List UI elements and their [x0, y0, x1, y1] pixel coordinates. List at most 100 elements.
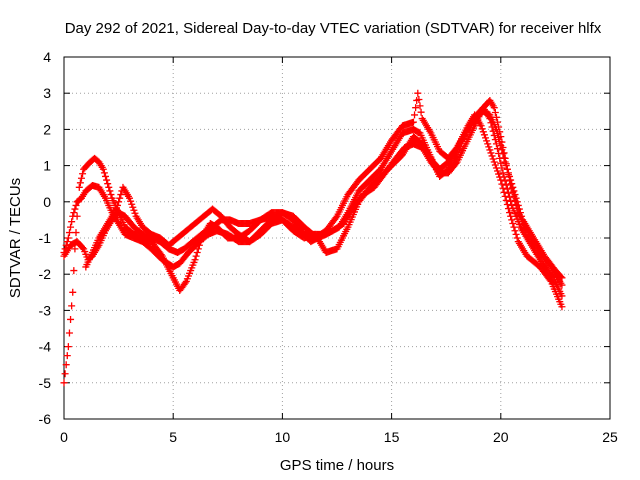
data-point-marker	[503, 201, 511, 209]
data-point-marker	[128, 200, 136, 208]
y-tick-label: 4	[43, 49, 51, 65]
data-point-marker	[67, 315, 75, 323]
y-tick-label: -3	[39, 302, 52, 318]
y-tick-labels: -6 -5 -4 -3 -2 -1 0 1 2 3 4	[39, 49, 52, 427]
data-point-marker	[497, 176, 505, 184]
data-point-marker	[71, 205, 79, 213]
data-point-marker	[499, 150, 507, 158]
data-point-marker	[503, 165, 511, 173]
data-point-marker	[510, 223, 518, 231]
x-tick-labels: 0 5 10 15 20 25	[60, 429, 618, 445]
data-point-marker	[508, 216, 516, 224]
data-point-marker	[504, 189, 512, 197]
data-point-marker	[506, 193, 514, 201]
data-point-marker	[500, 188, 508, 196]
data-point-marker	[486, 146, 494, 154]
data-point-marker	[491, 109, 499, 117]
data-point-marker	[491, 161, 499, 169]
data-point-marker	[501, 177, 509, 185]
data-point-marker	[117, 191, 125, 199]
data-point-marker	[63, 238, 71, 246]
data-point-marker	[483, 137, 491, 145]
data-point-marker	[512, 194, 520, 202]
data-point-marker	[62, 361, 70, 369]
data-point-marker	[79, 170, 87, 178]
data-point-marker	[412, 104, 420, 112]
y-tick-label: 2	[43, 121, 51, 137]
data-point-marker	[72, 201, 80, 209]
data-point-marker	[506, 172, 514, 180]
data-point-marker	[70, 267, 78, 275]
data-point-marker	[489, 155, 497, 163]
data-point-marker	[492, 125, 500, 133]
data-point-marker	[114, 201, 122, 209]
data-point-marker	[509, 220, 517, 228]
data-point-marker	[79, 244, 87, 252]
data-point-marker	[558, 303, 566, 311]
data-point-marker	[496, 138, 504, 146]
data-point-marker	[498, 146, 506, 154]
data-point-marker	[479, 128, 487, 136]
data-point-marker	[511, 227, 519, 235]
data-point-marker	[558, 274, 566, 282]
data-point-marker	[67, 223, 75, 231]
series-track	[60, 111, 566, 387]
y-tick-label: 0	[43, 194, 51, 210]
data-point-marker	[104, 180, 112, 188]
x-tick-label: 15	[384, 429, 400, 445]
data-point-marker	[107, 191, 115, 199]
chart-title: Day 292 of 2021, Sidereal Day-to-day VTE…	[65, 20, 602, 37]
data-point-marker	[71, 245, 79, 253]
data-point-marker	[416, 102, 424, 110]
data-point-marker	[131, 209, 139, 217]
data-point-marker	[511, 191, 519, 199]
data-point-marker	[509, 183, 517, 191]
data-point-marker	[494, 129, 502, 137]
data-point-marker	[64, 343, 72, 351]
data-point-marker	[499, 184, 507, 192]
data-point-marker	[507, 176, 515, 184]
data-point-marker	[112, 205, 120, 213]
data-point-marker	[514, 201, 522, 209]
data-point-marker	[494, 145, 502, 153]
data-point-marker	[409, 118, 417, 126]
data-point-marker	[490, 158, 498, 166]
data-point-marker	[77, 174, 85, 182]
data-point-marker	[105, 183, 113, 191]
grid	[64, 57, 610, 419]
data-point-marker	[498, 164, 506, 172]
data-point-marker	[513, 198, 521, 206]
data-point-marker	[506, 209, 514, 217]
data-point-marker	[500, 154, 508, 162]
data-point-marker	[515, 205, 523, 213]
data-point-marker	[60, 379, 68, 387]
data-point-marker	[99, 165, 107, 173]
y-tick-label: -1	[39, 230, 52, 246]
data-point-marker	[518, 212, 526, 220]
y-axis-label: SDTVAR / TECUs	[7, 178, 24, 298]
data-point-marker	[488, 152, 496, 160]
series-track	[82, 107, 566, 282]
data-point-marker	[482, 134, 490, 142]
x-tick-label: 5	[169, 429, 177, 445]
data-point-marker	[192, 252, 200, 260]
data-point-marker	[130, 206, 138, 214]
data-point-marker	[75, 183, 83, 191]
data-point-marker	[508, 180, 516, 188]
data-point-marker	[64, 234, 72, 242]
data-point-marker	[63, 352, 71, 360]
data-point-marker	[126, 194, 134, 202]
data-point-marker	[65, 229, 73, 237]
x-tick-label: 0	[60, 429, 68, 445]
y-tick-label: 3	[43, 85, 51, 101]
y-tick-label: -4	[39, 339, 52, 355]
data-point-marker	[76, 179, 84, 187]
series-track	[60, 89, 566, 300]
data-point-marker	[127, 197, 135, 205]
data-point-marker	[332, 214, 340, 222]
data-point-marker	[497, 159, 505, 167]
series-track	[60, 96, 566, 289]
y-tick-label: -6	[39, 411, 52, 427]
data-point-marker	[61, 370, 69, 378]
